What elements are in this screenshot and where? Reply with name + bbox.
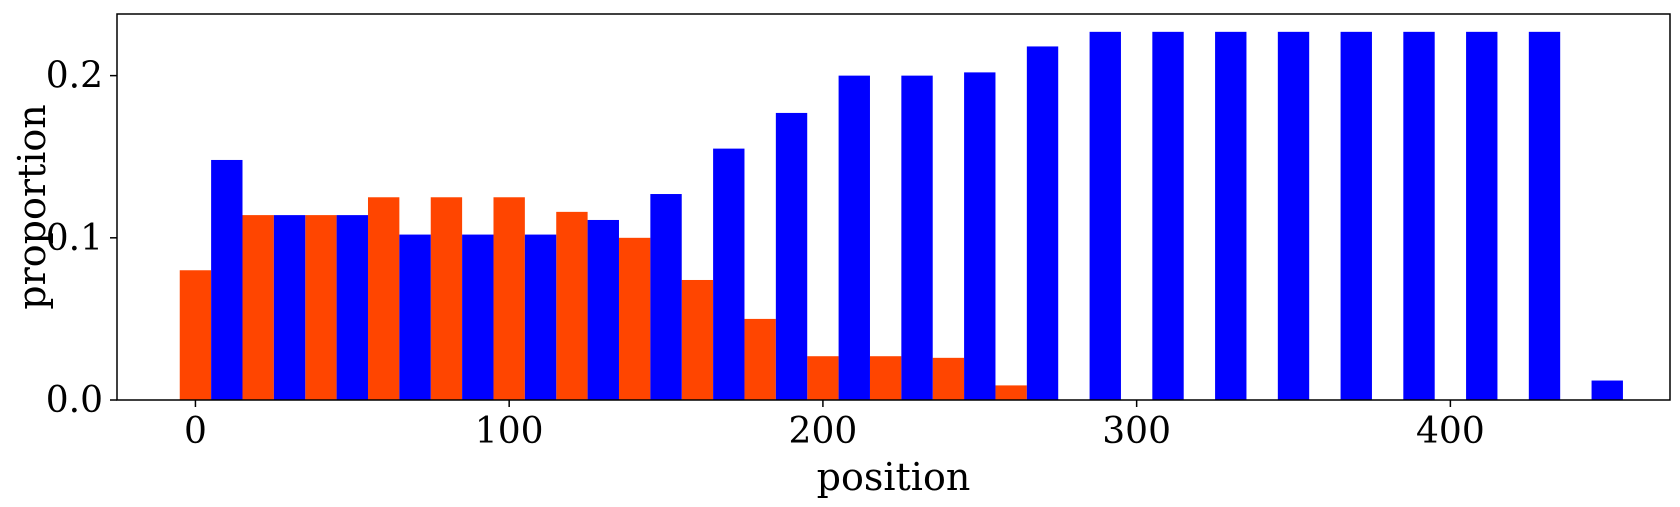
bar-series2-190 (775, 112, 808, 400)
y-axis-ticks: 0.0 0.1 0.2 (46, 56, 117, 421)
bar-series2-350 (1277, 31, 1310, 401)
bar-series2-290 (1089, 31, 1121, 401)
x-tick-label: 200 (789, 411, 858, 452)
bar-series2-30 (273, 215, 306, 400)
bar-series1-140 (618, 237, 651, 400)
bar-series2-230 (901, 75, 933, 400)
bar-series2-110 (524, 234, 557, 400)
x-tick-label: 400 (1416, 411, 1485, 452)
bar-series1-240 (932, 357, 965, 400)
bar-series2-170 (713, 148, 745, 400)
y-tick-label: 0.0 (46, 380, 103, 421)
bar-series2-430 (1528, 31, 1561, 401)
bar-series2-450 (1591, 380, 1623, 400)
bar-series2-310 (1152, 31, 1184, 401)
x-tick-label: 0 (184, 411, 207, 452)
bar-series1-40 (305, 215, 337, 400)
bar-series1-120 (556, 211, 588, 400)
x-tick-label: 100 (475, 411, 544, 452)
bar-series1-80 (430, 197, 463, 400)
y-axis-label: proportion (10, 104, 54, 310)
bar-series2-330 (1215, 31, 1247, 401)
bar-series1-60 (367, 197, 400, 400)
bar-series2-250 (964, 72, 996, 401)
bar-series2-50 (336, 215, 368, 400)
bar-series1-160 (681, 279, 714, 400)
y-tick-label: 0.2 (46, 56, 103, 97)
bar-series1-0 (179, 270, 212, 400)
bar-series1-260 (995, 385, 1027, 400)
bar-series1-100 (493, 197, 525, 400)
bars-layer (179, 31, 1623, 401)
bar-series2-90 (462, 234, 494, 400)
bar-series1-180 (744, 318, 776, 400)
bar-series2-70 (399, 234, 431, 400)
bar-series2-210 (838, 75, 870, 400)
bar-series2-390 (1403, 31, 1435, 401)
bar-series2-270 (1026, 46, 1059, 400)
bar-series1-220 (869, 356, 902, 400)
x-axis-label: position (817, 455, 971, 499)
y-tick-label: 0.1 (46, 218, 103, 259)
bar-series2-130 (587, 219, 619, 400)
bar-series1-200 (807, 356, 839, 400)
bar-series1-20 (242, 215, 274, 400)
bar-series2-150 (650, 194, 682, 400)
bar-series2-410 (1466, 31, 1498, 401)
plot-area-frame (116, 13, 1671, 401)
bar-series2-370 (1340, 31, 1372, 401)
bar-series2-10 (211, 159, 243, 400)
x-axis-ticks: 0 100 200 300 400 (184, 400, 1485, 452)
x-tick-label: 300 (1102, 411, 1171, 452)
